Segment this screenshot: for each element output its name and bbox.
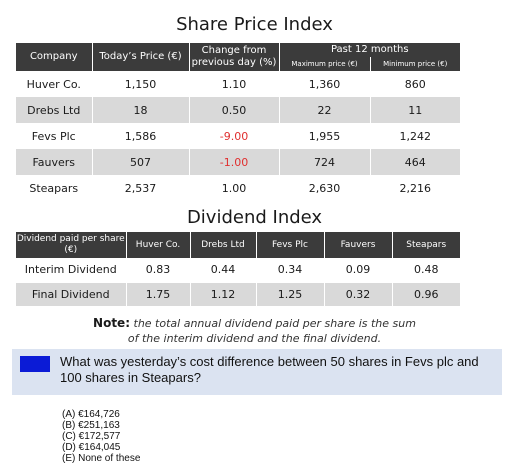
table-row: Fevs Plc 1,586 -9.00 1,955 1,242: [16, 123, 460, 149]
cell-steapars: 0.96: [392, 282, 460, 306]
cell-max: 1,360: [279, 71, 371, 97]
cell-dividend-label: Final Dividend: [16, 282, 127, 306]
note: Note: the total annual dividend paid per…: [0, 316, 509, 346]
header-steapars: Steapars: [392, 232, 460, 258]
cell-fevs: 0.34: [256, 258, 325, 283]
note-label: Note:: [93, 316, 130, 330]
cell-fauvers: 0.32: [324, 282, 393, 306]
header-change: Change from previous day (%): [189, 43, 280, 71]
share-price-title: Share Price Index: [176, 14, 333, 35]
option-d[interactable]: (D) €164,045: [62, 442, 121, 453]
cell-min: 1,242: [399, 129, 432, 143]
header-fevs: Fevs Plc: [256, 232, 325, 258]
cell-change: -9.00: [189, 123, 280, 149]
cell-fauvers: 0.09: [324, 258, 393, 283]
cell-min: 860: [404, 77, 426, 91]
header-dividend-label: Dividend paid per share (€): [16, 232, 127, 258]
cell-today: 1,586: [92, 123, 190, 149]
header-past-12-months: Past 12 months: [279, 43, 460, 57]
note-line-2: of the interim dividend and the final di…: [127, 332, 382, 345]
cell-min: 2,216: [399, 181, 432, 195]
dividend-index-title: Dividend Index: [186, 207, 323, 228]
cell-max: 1,955: [279, 123, 371, 149]
note-line-1: the total annual dividend paid per share…: [133, 317, 416, 330]
cell-company: Steapars: [16, 175, 93, 201]
option-b[interactable]: (B) €251,163: [62, 420, 120, 431]
header-today-price: Today’s Price (€): [92, 43, 190, 71]
header-max-price: Maximum price (€): [279, 57, 371, 71]
header-company: Company: [16, 43, 93, 71]
question-bar: [12, 349, 502, 395]
table-row: Drebs Ltd 18 0.50 22 11: [16, 97, 460, 123]
cell-today: 507: [92, 149, 190, 175]
table-row: Fauvers 507 -1.00 724 464: [16, 149, 460, 175]
header-drebs: Drebs Ltd: [190, 232, 257, 258]
cell-drebs: 1.12: [190, 282, 257, 306]
header-huver: Huver Co.: [126, 232, 191, 258]
table-row: Final Dividend 1.75 1.12 1.25 0.32 0.96: [16, 282, 460, 306]
cell-fevs: 1.25: [256, 282, 325, 306]
cell-today: 1,150: [92, 71, 190, 97]
option-c[interactable]: (C) €172,577: [62, 431, 121, 442]
cell-company: Huver Co.: [16, 71, 93, 97]
question-marker: [20, 356, 50, 372]
option-e[interactable]: (E) None of these: [62, 453, 141, 464]
question-text: What was yesterday’s cost difference bet…: [60, 354, 479, 385]
share-price-table: Company Today’s Price (€) Change from pr…: [16, 43, 460, 201]
option-a[interactable]: (A) €164,726: [62, 409, 120, 420]
table-row: Huver Co. 1,150 1.10 1,360 860: [16, 71, 460, 97]
header-min-price: Minimum price (€): [370, 57, 460, 71]
cell-huver: 0.83: [126, 258, 191, 283]
cell-company: Fauvers: [16, 149, 93, 175]
cell-min: 11: [370, 97, 460, 123]
cell-change: 1.10: [189, 71, 280, 97]
cell-max: 724: [279, 149, 371, 175]
cell-dividend-label: Interim Dividend: [16, 258, 127, 283]
table-row: Steapars 2,537 1.00 2,630 2,216: [16, 175, 460, 201]
cell-change: 1.00: [189, 175, 280, 201]
cell-change: -1.00: [189, 149, 280, 175]
header-fauvers: Fauvers: [324, 232, 393, 258]
cell-company: Drebs Ltd: [16, 97, 93, 123]
cell-huver: 1.75: [126, 282, 191, 306]
cell-company: Fevs Plc: [16, 123, 93, 149]
cell-change: 0.50: [189, 97, 280, 123]
cell-steapars: 0.48: [392, 258, 460, 283]
table-row: Interim Dividend 0.83 0.44 0.34 0.09 0.4…: [16, 258, 460, 283]
answer-options: (A) €164,726 (B) €251,163 (C) €172,577 (…: [62, 409, 140, 464]
cell-min: 464: [370, 149, 460, 175]
cell-today: 18: [92, 97, 190, 123]
cell-today: 2,537: [92, 175, 190, 201]
cell-drebs: 0.44: [190, 258, 257, 283]
cell-max: 2,630: [279, 175, 371, 201]
cell-max: 22: [279, 97, 371, 123]
dividend-table: Dividend paid per share (€) Huver Co. Dr…: [16, 232, 460, 306]
